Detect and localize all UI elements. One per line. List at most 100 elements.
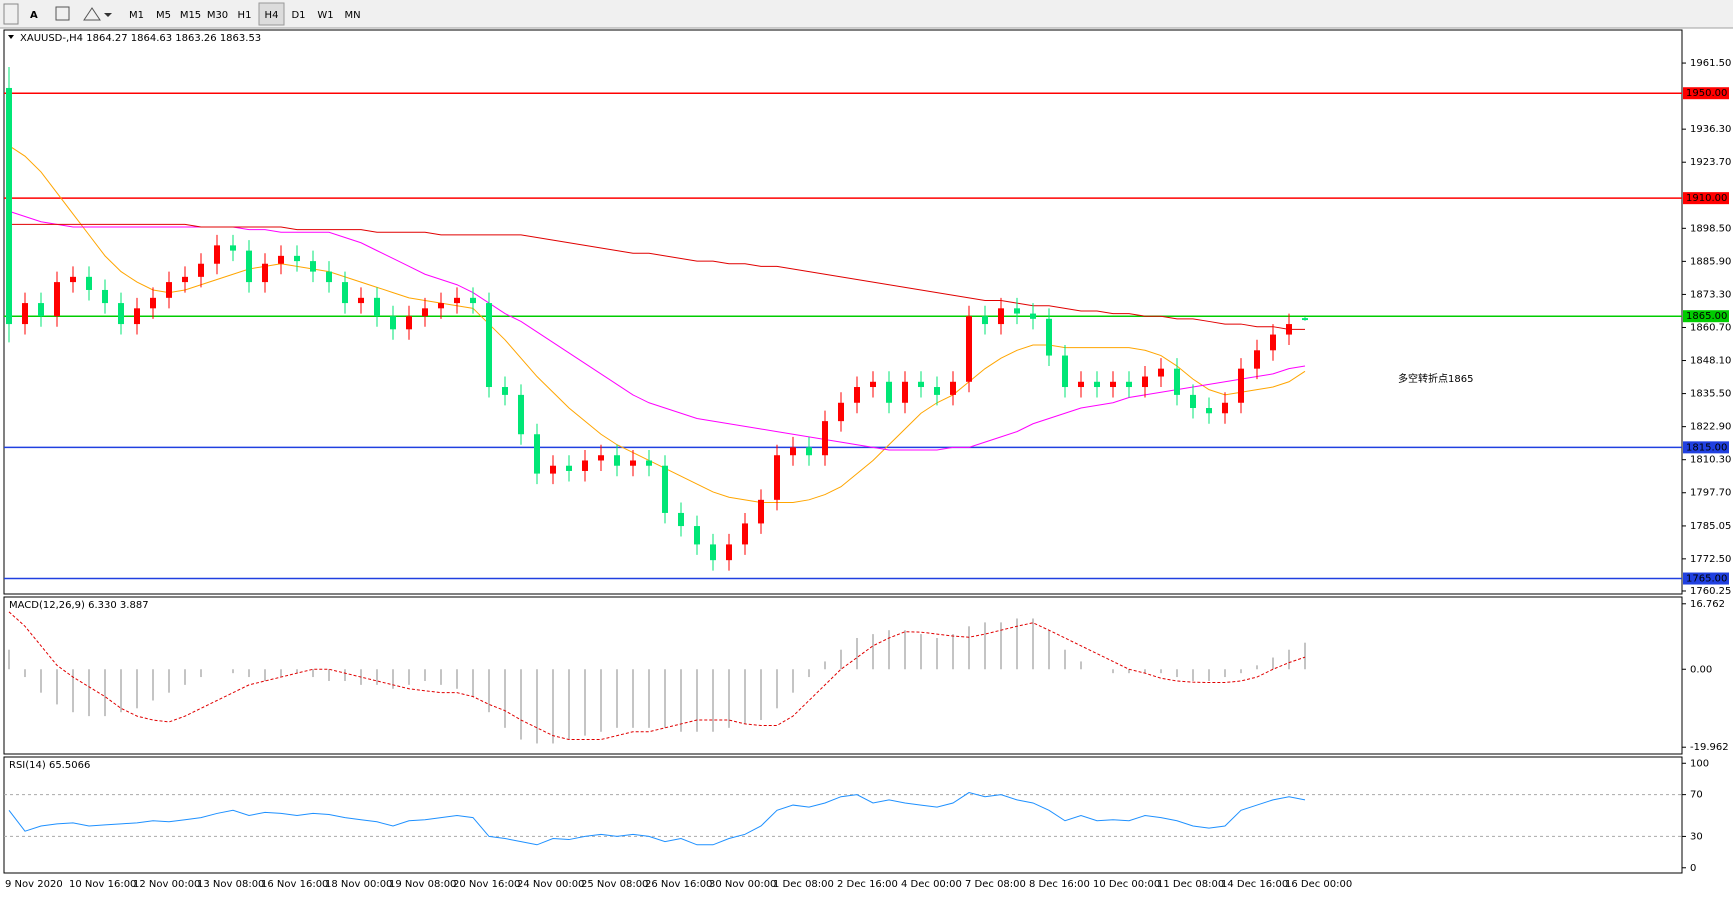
panel-title: XAUUSD-,H4 1864.27 1864.63 1863.26 1863.… [20, 33, 261, 44]
y-tick-label: 1822.90 [1690, 422, 1731, 433]
candle-body [1270, 334, 1276, 351]
y-tick-label: 0 [1690, 863, 1696, 874]
timeframe-label[interactable]: M5 [156, 10, 171, 21]
candle-body [1046, 318, 1052, 356]
candle-body [614, 455, 620, 466]
level-tag [1683, 441, 1729, 454]
x-tick-label: 11 Dec 08:00 [1157, 879, 1224, 890]
x-tick-label: 4 Dec 00:00 [901, 879, 962, 890]
candle-body [934, 387, 940, 395]
level-tag [1683, 572, 1729, 585]
y-tick-label: 16.762 [1690, 599, 1725, 610]
candle-body [390, 316, 396, 330]
candle-body [806, 447, 812, 456]
candle-body [1014, 308, 1020, 314]
x-tick-label: 2 Dec 16:00 [837, 879, 898, 890]
candle-body [118, 303, 124, 325]
candle-body [966, 316, 972, 382]
candle-body [1062, 355, 1068, 388]
x-tick-label: 16 Nov 16:00 [261, 879, 328, 890]
timeframe-label[interactable]: M15 [180, 10, 201, 21]
timeframe-label[interactable]: W1 [317, 10, 333, 21]
candle-body [326, 271, 332, 283]
y-tick-label: 0.00 [1690, 664, 1712, 675]
candle-body [22, 303, 28, 325]
candle-body [6, 87, 12, 325]
candle-body [102, 289, 108, 304]
candle-body [1126, 381, 1132, 388]
crosshair-tool[interactable] [3, 3, 19, 25]
panel [3, 596, 1683, 755]
x-tick-label: 12 Nov 00:00 [133, 879, 200, 890]
candle-body [630, 460, 636, 466]
y-tick-label: 1885.90 [1690, 256, 1731, 267]
y-tick-label: 1848.10 [1690, 356, 1731, 367]
candle-body [86, 276, 92, 290]
y-tick-label: 100 [1690, 758, 1709, 769]
candle-body [1110, 381, 1116, 388]
candle-body [982, 316, 988, 325]
x-tick-label: 9 Nov 2020 [5, 879, 63, 890]
candle-body [310, 261, 316, 272]
candle-body [598, 455, 604, 461]
x-tick-label: 26 Nov 16:00 [645, 879, 712, 890]
level-label: 1815.00 [1686, 442, 1727, 453]
x-tick-label: 1 Dec 08:00 [773, 879, 834, 890]
y-tick-label: 1898.50 [1690, 223, 1731, 234]
timeframe-label[interactable]: MN [344, 10, 360, 21]
timeframe-button[interactable] [258, 2, 285, 26]
timeframe-label[interactable]: M1 [129, 10, 144, 21]
drawing-tools[interactable]: A [3, 3, 112, 25]
candle-body [278, 255, 284, 264]
candle-body [790, 447, 796, 456]
candle-body [646, 460, 652, 466]
candle-body [214, 245, 220, 264]
candle-body [1302, 318, 1308, 321]
y-tick-label: 1873.30 [1690, 289, 1731, 300]
candle-body [870, 381, 876, 388]
level-label: 1765.00 [1686, 574, 1727, 585]
candle-body [1158, 368, 1164, 377]
candle-body [902, 381, 908, 403]
y-tick-label: 1785.05 [1690, 521, 1731, 532]
candle-body [470, 297, 476, 304]
text-tool[interactable]: A [30, 10, 38, 21]
timeframe-label[interactable]: H4 [265, 10, 279, 21]
panel-title: MACD(12,26,9) 6.330 3.887 [9, 600, 149, 611]
candle-body [886, 381, 892, 403]
y-tick-label: 1810.30 [1690, 455, 1731, 466]
toolbar [0, 0, 1733, 28]
candle-body [262, 263, 268, 283]
y-tick-label: 1835.50 [1690, 389, 1731, 400]
x-tick-label: 25 Nov 08:00 [581, 879, 648, 890]
candle-body [198, 263, 204, 277]
candle-body [1174, 368, 1180, 395]
timeframe-label[interactable]: M30 [207, 10, 228, 21]
candle-body [534, 434, 540, 474]
candle-body [422, 308, 428, 317]
shapes-tool[interactable] [83, 7, 101, 21]
timeframe-label[interactable]: H1 [238, 10, 252, 21]
label-tool[interactable] [55, 6, 70, 21]
candle-body [758, 499, 764, 524]
candle-body [662, 465, 668, 513]
panel [3, 756, 1683, 874]
candle-body [742, 523, 748, 545]
candle-body [1206, 408, 1212, 414]
candle-body [70, 276, 76, 283]
timeframe-label[interactable]: D1 [291, 10, 305, 21]
title-arrow [8, 35, 14, 39]
signal-line [8, 611, 1306, 741]
candle-body [230, 245, 236, 251]
candle-body [1030, 313, 1036, 319]
candle-body [166, 282, 172, 298]
y-tick-label: 1961.50 [1690, 58, 1731, 69]
x-tick-label: 13 Nov 08:00 [197, 879, 264, 890]
candle-body [566, 465, 572, 471]
candle-body [182, 276, 188, 283]
candle-body [582, 460, 588, 471]
shapes-dropdown[interactable] [104, 13, 112, 17]
y-tick-label: 1772.50 [1690, 554, 1731, 565]
candle-body [54, 282, 60, 317]
moving-average [8, 145, 1306, 503]
